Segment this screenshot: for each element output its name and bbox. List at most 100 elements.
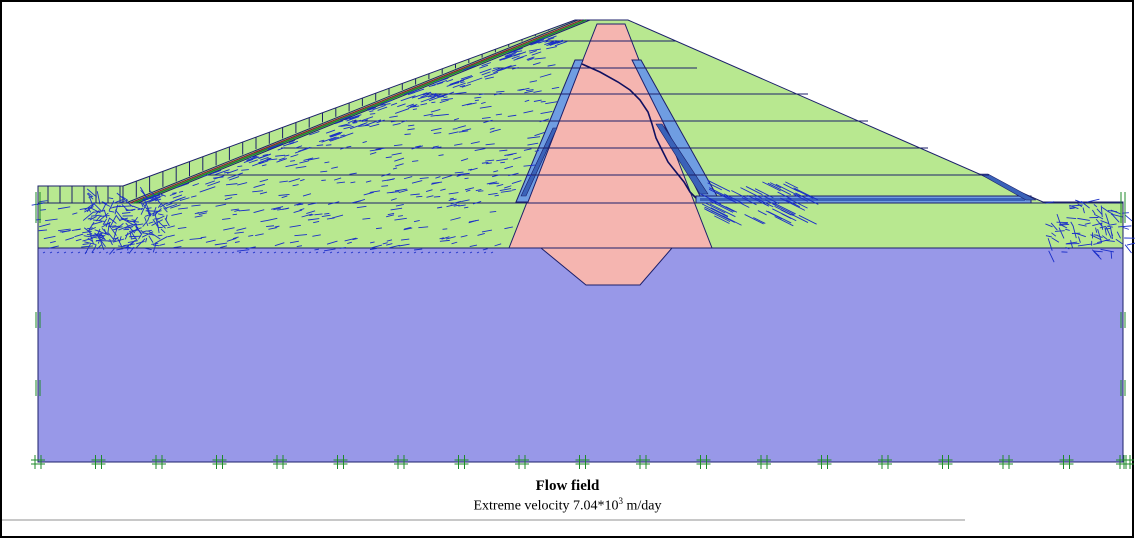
flow-vector bbox=[253, 183, 266, 188]
flow-vector bbox=[442, 91, 455, 97]
flow-vector bbox=[527, 136, 541, 139]
flow-vector bbox=[767, 182, 791, 196]
flow-vector bbox=[329, 251, 333, 254]
flow-vector bbox=[222, 218, 231, 220]
velocity-unit: m/day bbox=[623, 498, 662, 514]
flow-vector bbox=[152, 242, 157, 253]
flow-vector bbox=[124, 232, 129, 240]
flow-vector bbox=[205, 180, 216, 185]
flow-vector bbox=[482, 248, 488, 251]
flow-vector bbox=[376, 227, 382, 230]
flow-vector bbox=[420, 92, 432, 98]
flow-vector bbox=[117, 237, 123, 248]
flow-vector bbox=[343, 132, 354, 137]
flow-vector bbox=[157, 224, 160, 234]
flow-vector bbox=[279, 180, 288, 183]
flow-vector bbox=[346, 116, 360, 122]
flow-vector bbox=[526, 56, 535, 61]
flow-vector bbox=[499, 54, 513, 61]
flow-vector bbox=[390, 198, 397, 201]
flow-vector bbox=[111, 225, 120, 228]
flow-vector bbox=[395, 163, 404, 167]
flow-vector bbox=[120, 217, 134, 225]
flow-vector bbox=[259, 251, 263, 254]
flow-vector bbox=[533, 99, 542, 102]
flow-vector bbox=[492, 174, 500, 178]
flow-vector bbox=[346, 145, 352, 148]
flow-vector bbox=[88, 221, 95, 231]
flow-vector bbox=[513, 56, 524, 61]
flow-vector bbox=[287, 251, 291, 254]
flow-vector bbox=[324, 248, 336, 252]
flow-vector bbox=[476, 251, 480, 254]
flow-vector bbox=[1107, 210, 1118, 213]
flow-vector bbox=[1050, 222, 1058, 231]
flow-vector bbox=[300, 179, 305, 182]
flow-vector bbox=[315, 251, 319, 254]
flow-vector bbox=[89, 216, 97, 221]
flow-vector bbox=[245, 246, 256, 250]
flow-vector bbox=[504, 165, 514, 170]
flow-vector bbox=[390, 120, 397, 123]
flow-vector bbox=[165, 198, 182, 205]
flow-vector bbox=[1100, 205, 1103, 218]
downstream-filter-inner bbox=[655, 123, 709, 195]
flow-vector bbox=[404, 227, 411, 230]
flow-vector bbox=[140, 201, 148, 215]
flow-vector bbox=[182, 251, 186, 254]
flow-vector bbox=[223, 171, 229, 174]
flow-vector bbox=[152, 244, 160, 247]
flow-vector bbox=[464, 177, 469, 180]
flow-vector bbox=[459, 77, 470, 82]
flow-vector bbox=[318, 139, 325, 142]
flow-vector bbox=[433, 77, 449, 84]
flow-vector bbox=[479, 68, 492, 74]
flow-vector bbox=[544, 40, 557, 46]
flow-vector bbox=[406, 251, 410, 254]
flow-vector bbox=[390, 207, 403, 211]
flow-vector bbox=[109, 205, 121, 209]
flow-vector bbox=[386, 191, 400, 194]
flow-vector bbox=[708, 188, 719, 195]
flow-vector bbox=[230, 208, 239, 211]
flow-vector bbox=[237, 182, 248, 186]
flow-vector bbox=[160, 228, 166, 234]
flow-vector bbox=[168, 251, 172, 254]
flow-vector bbox=[237, 165, 243, 168]
flow-vector bbox=[439, 237, 444, 240]
flow-vector bbox=[166, 203, 173, 206]
flow-vector bbox=[96, 239, 110, 242]
flow-vector bbox=[258, 157, 272, 164]
flow-vector bbox=[1065, 228, 1070, 231]
flow-vector bbox=[262, 154, 269, 156]
flow-vector bbox=[527, 57, 534, 61]
flow-vector bbox=[260, 219, 269, 223]
flow-vector bbox=[461, 102, 472, 107]
flow-vector bbox=[176, 182, 190, 189]
flow-vector bbox=[369, 113, 376, 115]
flow-vector bbox=[523, 148, 532, 151]
flow-vector bbox=[344, 117, 352, 121]
flow-vector bbox=[524, 90, 534, 94]
flow-vector bbox=[394, 217, 407, 221]
flow-vector bbox=[723, 193, 744, 204]
flow-vector bbox=[39, 200, 48, 203]
flow-vector bbox=[267, 143, 284, 150]
flow-vector bbox=[307, 202, 318, 206]
flow-vector bbox=[740, 187, 763, 199]
flow-vector bbox=[1099, 225, 1107, 229]
flow-vector bbox=[757, 210, 767, 216]
flow-vector bbox=[177, 227, 187, 230]
flow-vector bbox=[511, 180, 522, 185]
flow-vector bbox=[449, 79, 465, 86]
flow-vector bbox=[397, 215, 403, 217]
flow-vector bbox=[352, 238, 358, 241]
flow-vector bbox=[205, 239, 216, 243]
flow-vector bbox=[1047, 238, 1053, 251]
flow-vector bbox=[154, 214, 159, 227]
flow-vector bbox=[403, 176, 413, 180]
flow-vector bbox=[414, 248, 423, 251]
flow-vector bbox=[404, 133, 411, 135]
flow-vector bbox=[547, 35, 557, 40]
flow-vector bbox=[108, 224, 117, 236]
